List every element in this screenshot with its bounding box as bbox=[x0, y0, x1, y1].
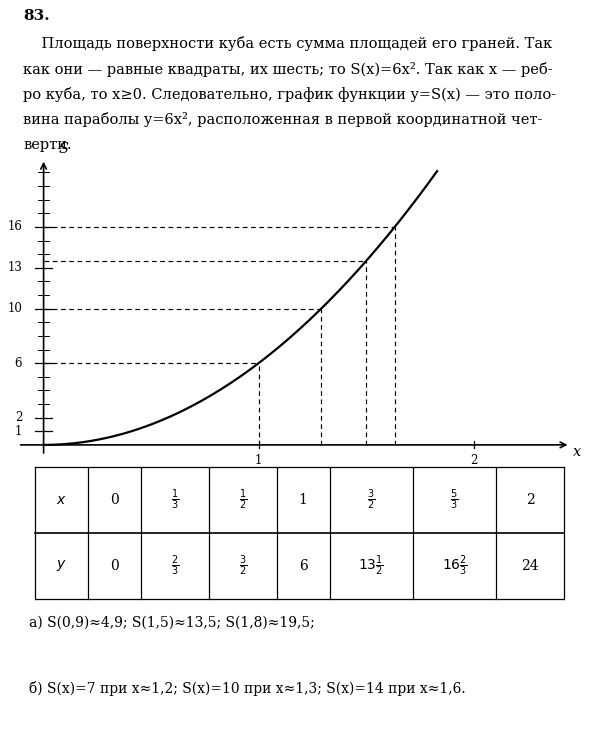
Text: 6: 6 bbox=[15, 356, 22, 370]
Text: Площадь поверхности куба есть сумма площадей его граней. Так: Площадь поверхности куба есть сумма площ… bbox=[24, 36, 553, 52]
Text: $y$: $y$ bbox=[56, 558, 66, 573]
Text: 0: 0 bbox=[110, 559, 119, 573]
Text: $13\frac{1}{2}$: $13\frac{1}{2}$ bbox=[358, 554, 384, 578]
Text: 16: 16 bbox=[7, 221, 22, 233]
Text: как они — равные квадраты, их шесть; то S(x)=6x². Так как x — реб-: как они — равные квадраты, их шесть; то … bbox=[24, 62, 553, 77]
Text: 2: 2 bbox=[15, 411, 22, 424]
Text: S: S bbox=[59, 142, 69, 156]
Text: 83.: 83. bbox=[24, 9, 50, 23]
Text: 2: 2 bbox=[470, 454, 477, 466]
Text: $x$: $x$ bbox=[56, 493, 66, 507]
Text: $16\frac{2}{3}$: $16\frac{2}{3}$ bbox=[442, 554, 467, 578]
Text: 13: 13 bbox=[7, 261, 22, 275]
Text: $\frac{1}{2}$: $\frac{1}{2}$ bbox=[238, 488, 247, 512]
Text: 0: 0 bbox=[110, 493, 119, 507]
Text: 1: 1 bbox=[15, 425, 22, 438]
Text: верти.: верти. bbox=[24, 137, 72, 151]
Text: $\frac{2}{3}$: $\frac{2}{3}$ bbox=[171, 554, 178, 578]
Text: $\frac{3}{2}$: $\frac{3}{2}$ bbox=[367, 488, 375, 512]
Text: $\frac{5}{3}$: $\frac{5}{3}$ bbox=[451, 488, 458, 512]
Text: 1: 1 bbox=[255, 454, 262, 466]
Text: 10: 10 bbox=[7, 302, 22, 315]
Text: x: x bbox=[572, 445, 581, 459]
Text: 6: 6 bbox=[299, 559, 308, 573]
Text: а) S(0,9)≈4,9; S(1,5)≈13,5; S(1,8)≈19,5;: а) S(0,9)≈4,9; S(1,5)≈13,5; S(1,8)≈19,5; bbox=[29, 615, 315, 630]
Text: ро куба, то x≥0. Следовательно, график функции y=S(x) — это поло-: ро куба, то x≥0. Следовательно, график ф… bbox=[24, 87, 557, 102]
Text: $\frac{3}{2}$: $\frac{3}{2}$ bbox=[238, 554, 247, 578]
Text: б) S(x)=7 при x≈1,2; S(x)=10 при x≈1,3; S(x)=14 при x≈1,6.: б) S(x)=7 при x≈1,2; S(x)=10 при x≈1,3; … bbox=[29, 681, 466, 696]
Text: 1: 1 bbox=[299, 493, 308, 507]
Text: $\frac{1}{3}$: $\frac{1}{3}$ bbox=[171, 488, 178, 512]
Text: вина параболы y=6x², расположенная в первой координатной чет-: вина параболы y=6x², расположенная в пер… bbox=[24, 112, 543, 127]
Text: 24: 24 bbox=[521, 559, 539, 573]
Text: 2: 2 bbox=[526, 493, 534, 507]
